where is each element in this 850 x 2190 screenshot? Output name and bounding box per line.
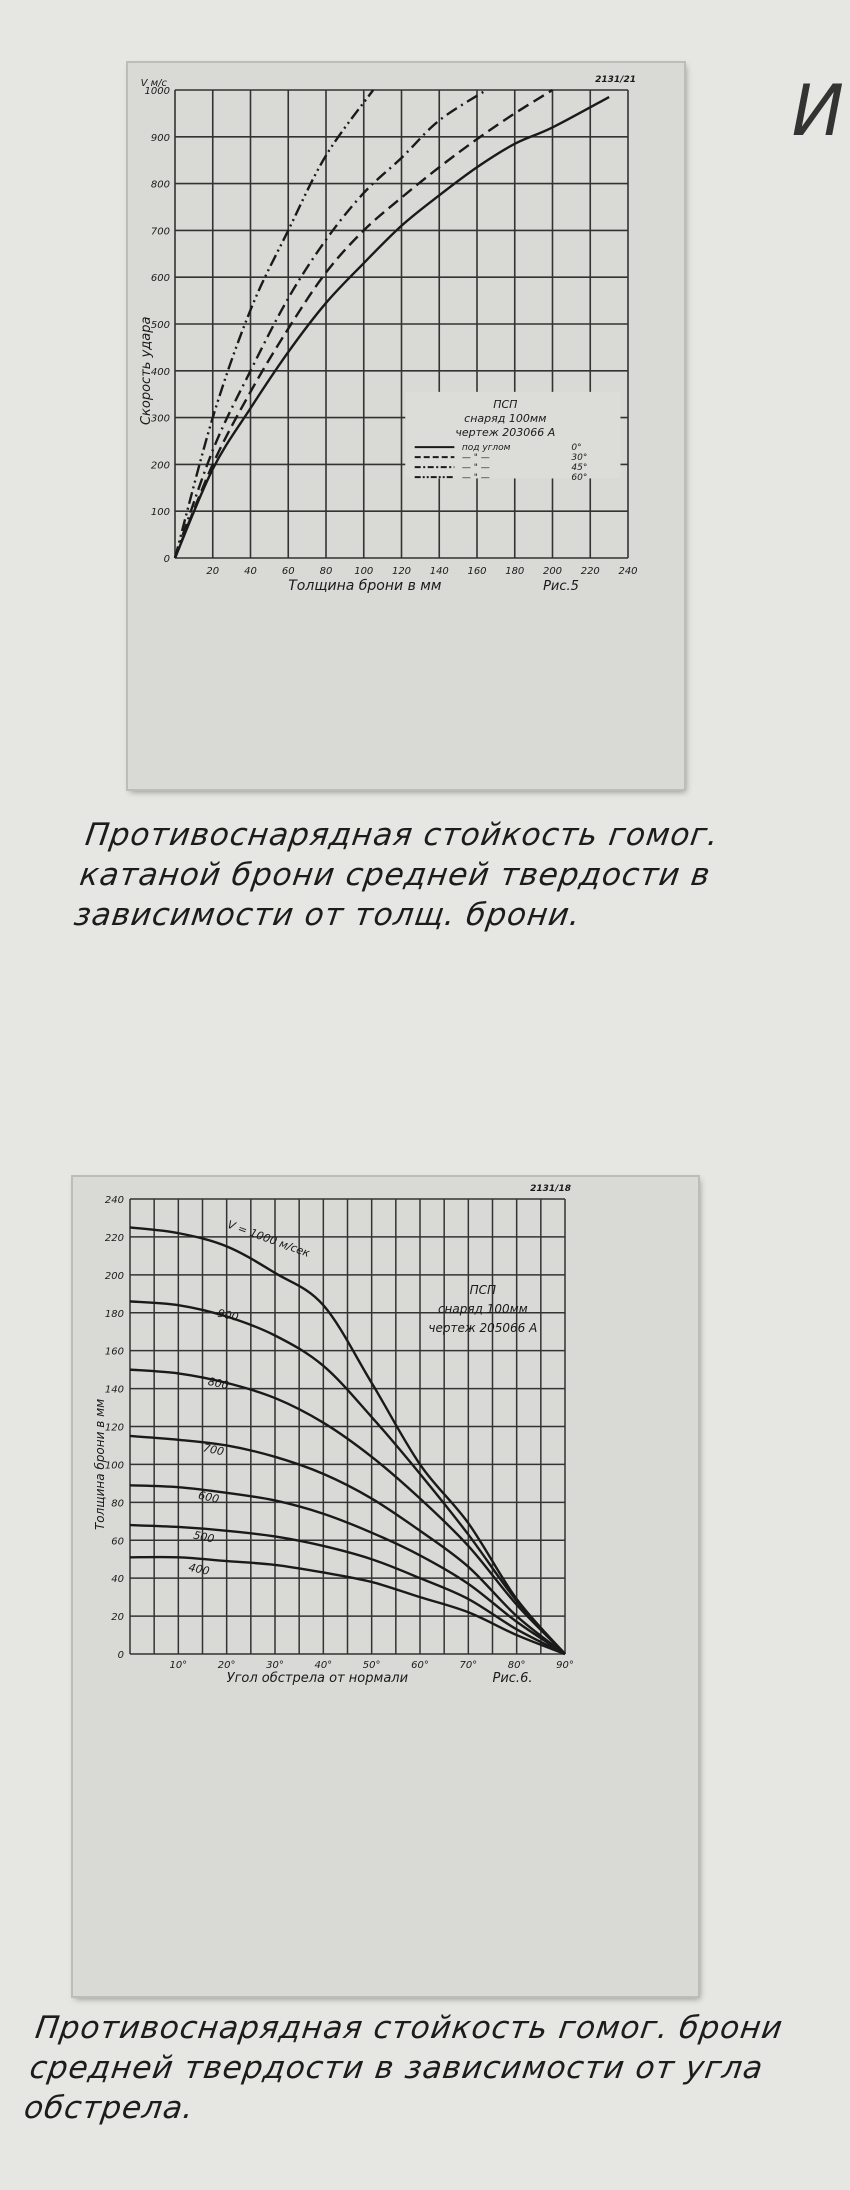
figure-label: Рис.5 <box>543 579 579 594</box>
x-tick-label: 20° <box>218 1660 236 1671</box>
x-tick-label: 20 <box>206 566 219 577</box>
y-tick-label: 800 <box>151 180 170 191</box>
legend-label-2: 45° <box>571 463 587 473</box>
y-tick-label: 160 <box>105 1347 124 1358</box>
legend-ditto: — " — <box>462 463 490 473</box>
x-tick-label: 220 <box>581 566 600 577</box>
series-line-5 <box>129 1523 566 1656</box>
series-line-0 <box>173 95 610 559</box>
legend-label-3: 60° <box>571 473 587 483</box>
y-tick-label: 180 <box>105 1309 124 1320</box>
legend-title: ПСП <box>493 398 517 411</box>
legend-ditto: — " — <box>462 473 490 483</box>
y-tick-label: 300 <box>151 414 170 425</box>
legend-ditto: — " — <box>462 453 490 463</box>
y-tick-label: 100 <box>105 1460 124 1471</box>
curve-label-6: 400 <box>187 1561 210 1578</box>
x-tick-label: 120 <box>392 566 411 577</box>
legend-prefix: под углом <box>462 443 511 453</box>
x-tick-label: 50° <box>363 1660 381 1671</box>
series-line-4 <box>129 1484 566 1655</box>
y-tick-label: 0 <box>164 554 170 565</box>
x-axis-label: Угол обстрела от нормали <box>227 1671 408 1686</box>
figure-label: Рис.6. <box>493 1671 533 1686</box>
curve-label-4: 600 <box>197 1489 220 1506</box>
y-tick-label: 100 <box>151 507 170 518</box>
legend-title: снаряд 100мм <box>438 1302 528 1316</box>
legend-box <box>405 391 621 479</box>
series-line-1 <box>173 88 554 559</box>
y-tick-label: 80 <box>111 1498 124 1509</box>
x-tick-label: 40° <box>314 1660 332 1671</box>
x-tick-label: 180 <box>505 566 524 577</box>
legend-title: снаряд 100мм <box>464 412 546 425</box>
x-tick-label: 80 <box>320 566 333 577</box>
x-tick-label: 90° <box>556 1660 574 1671</box>
x-tick-label: 60 <box>282 566 295 577</box>
series-line-0 <box>129 1226 566 1655</box>
x-tick-label: 140 <box>430 566 449 577</box>
stamp: 2131/21 <box>595 75 636 85</box>
y-axis-label: Скорость удара <box>139 317 154 426</box>
series-line-1 <box>129 1300 566 1655</box>
x-tick-label: 160 <box>467 566 486 577</box>
y-tick-label: 200 <box>105 1271 124 1282</box>
curve-label-3: 700 <box>202 1441 225 1458</box>
y-tick-label: 20 <box>111 1612 124 1623</box>
x-axis-label: Толщина брони в мм <box>288 578 442 594</box>
caption-fig5: Противоснарядная стойкость гомог. катано… <box>71 817 722 933</box>
legend-title: чертеж 205066 А <box>428 1321 537 1335</box>
y-tick-label: 60 <box>111 1536 124 1547</box>
y-tick-label: 40 <box>111 1574 124 1585</box>
y-tick-label: 400 <box>151 367 170 378</box>
curve-label-1: 900 <box>216 1307 239 1324</box>
curve-label-5: 500 <box>192 1529 215 1546</box>
y-tick-label: 200 <box>151 460 170 471</box>
y-tick-label: 600 <box>151 273 170 284</box>
series-line-6 <box>129 1555 566 1656</box>
y-tick-label: 0 <box>118 1650 124 1661</box>
x-tick-label: 30° <box>266 1660 284 1671</box>
x-tick-label: 200 <box>543 566 562 577</box>
stamp: 2131/18 <box>530 1184 571 1194</box>
y-tick-label: 500 <box>151 320 170 331</box>
x-tick-label: 40 <box>244 566 257 577</box>
y-tick-label: 220 <box>105 1233 124 1244</box>
y-tick-label: 240 <box>105 1195 124 1206</box>
y-unit-label: V м/с <box>141 78 168 89</box>
series-line-3 <box>173 89 375 559</box>
series-line-2 <box>173 88 488 559</box>
x-tick-label: 70° <box>459 1660 477 1671</box>
series-line-3 <box>129 1434 566 1655</box>
x-tick-label: 60° <box>411 1660 429 1671</box>
legend-title: ПСП <box>470 1283 496 1297</box>
y-tick-label: 140 <box>105 1385 124 1396</box>
legend-title: чертеж 203066 А <box>455 426 555 439</box>
x-tick-label: 240 <box>618 566 637 577</box>
curve-label-2: 800 <box>207 1375 230 1392</box>
x-tick-label: 100 <box>354 566 373 577</box>
caption-fig6: Противоснарядная стойкость гомог. брони … <box>21 2010 786 2126</box>
corner-handwritten-mark: И <box>791 70 844 152</box>
legend-label-1: 30° <box>571 453 587 463</box>
y-tick-label: 1000 <box>145 86 170 97</box>
y-axis-label: Толщина брони в мм <box>93 1399 107 1530</box>
y-tick-label: 700 <box>151 226 170 237</box>
legend-label-0: 0° <box>571 443 581 453</box>
x-tick-label: 10° <box>169 1660 187 1671</box>
series-line-2 <box>129 1368 566 1655</box>
x-tick-label: 80° <box>508 1660 526 1671</box>
y-tick-label: 900 <box>151 133 170 144</box>
y-tick-label: 120 <box>105 1423 124 1434</box>
